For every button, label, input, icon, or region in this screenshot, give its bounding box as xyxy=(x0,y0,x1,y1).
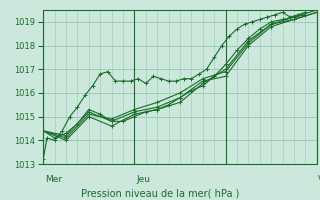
Text: Jeu: Jeu xyxy=(136,175,150,184)
Text: Ven: Ven xyxy=(318,175,320,184)
Text: Pression niveau de la mer( hPa ): Pression niveau de la mer( hPa ) xyxy=(81,188,239,198)
Text: Mer: Mer xyxy=(45,175,62,184)
